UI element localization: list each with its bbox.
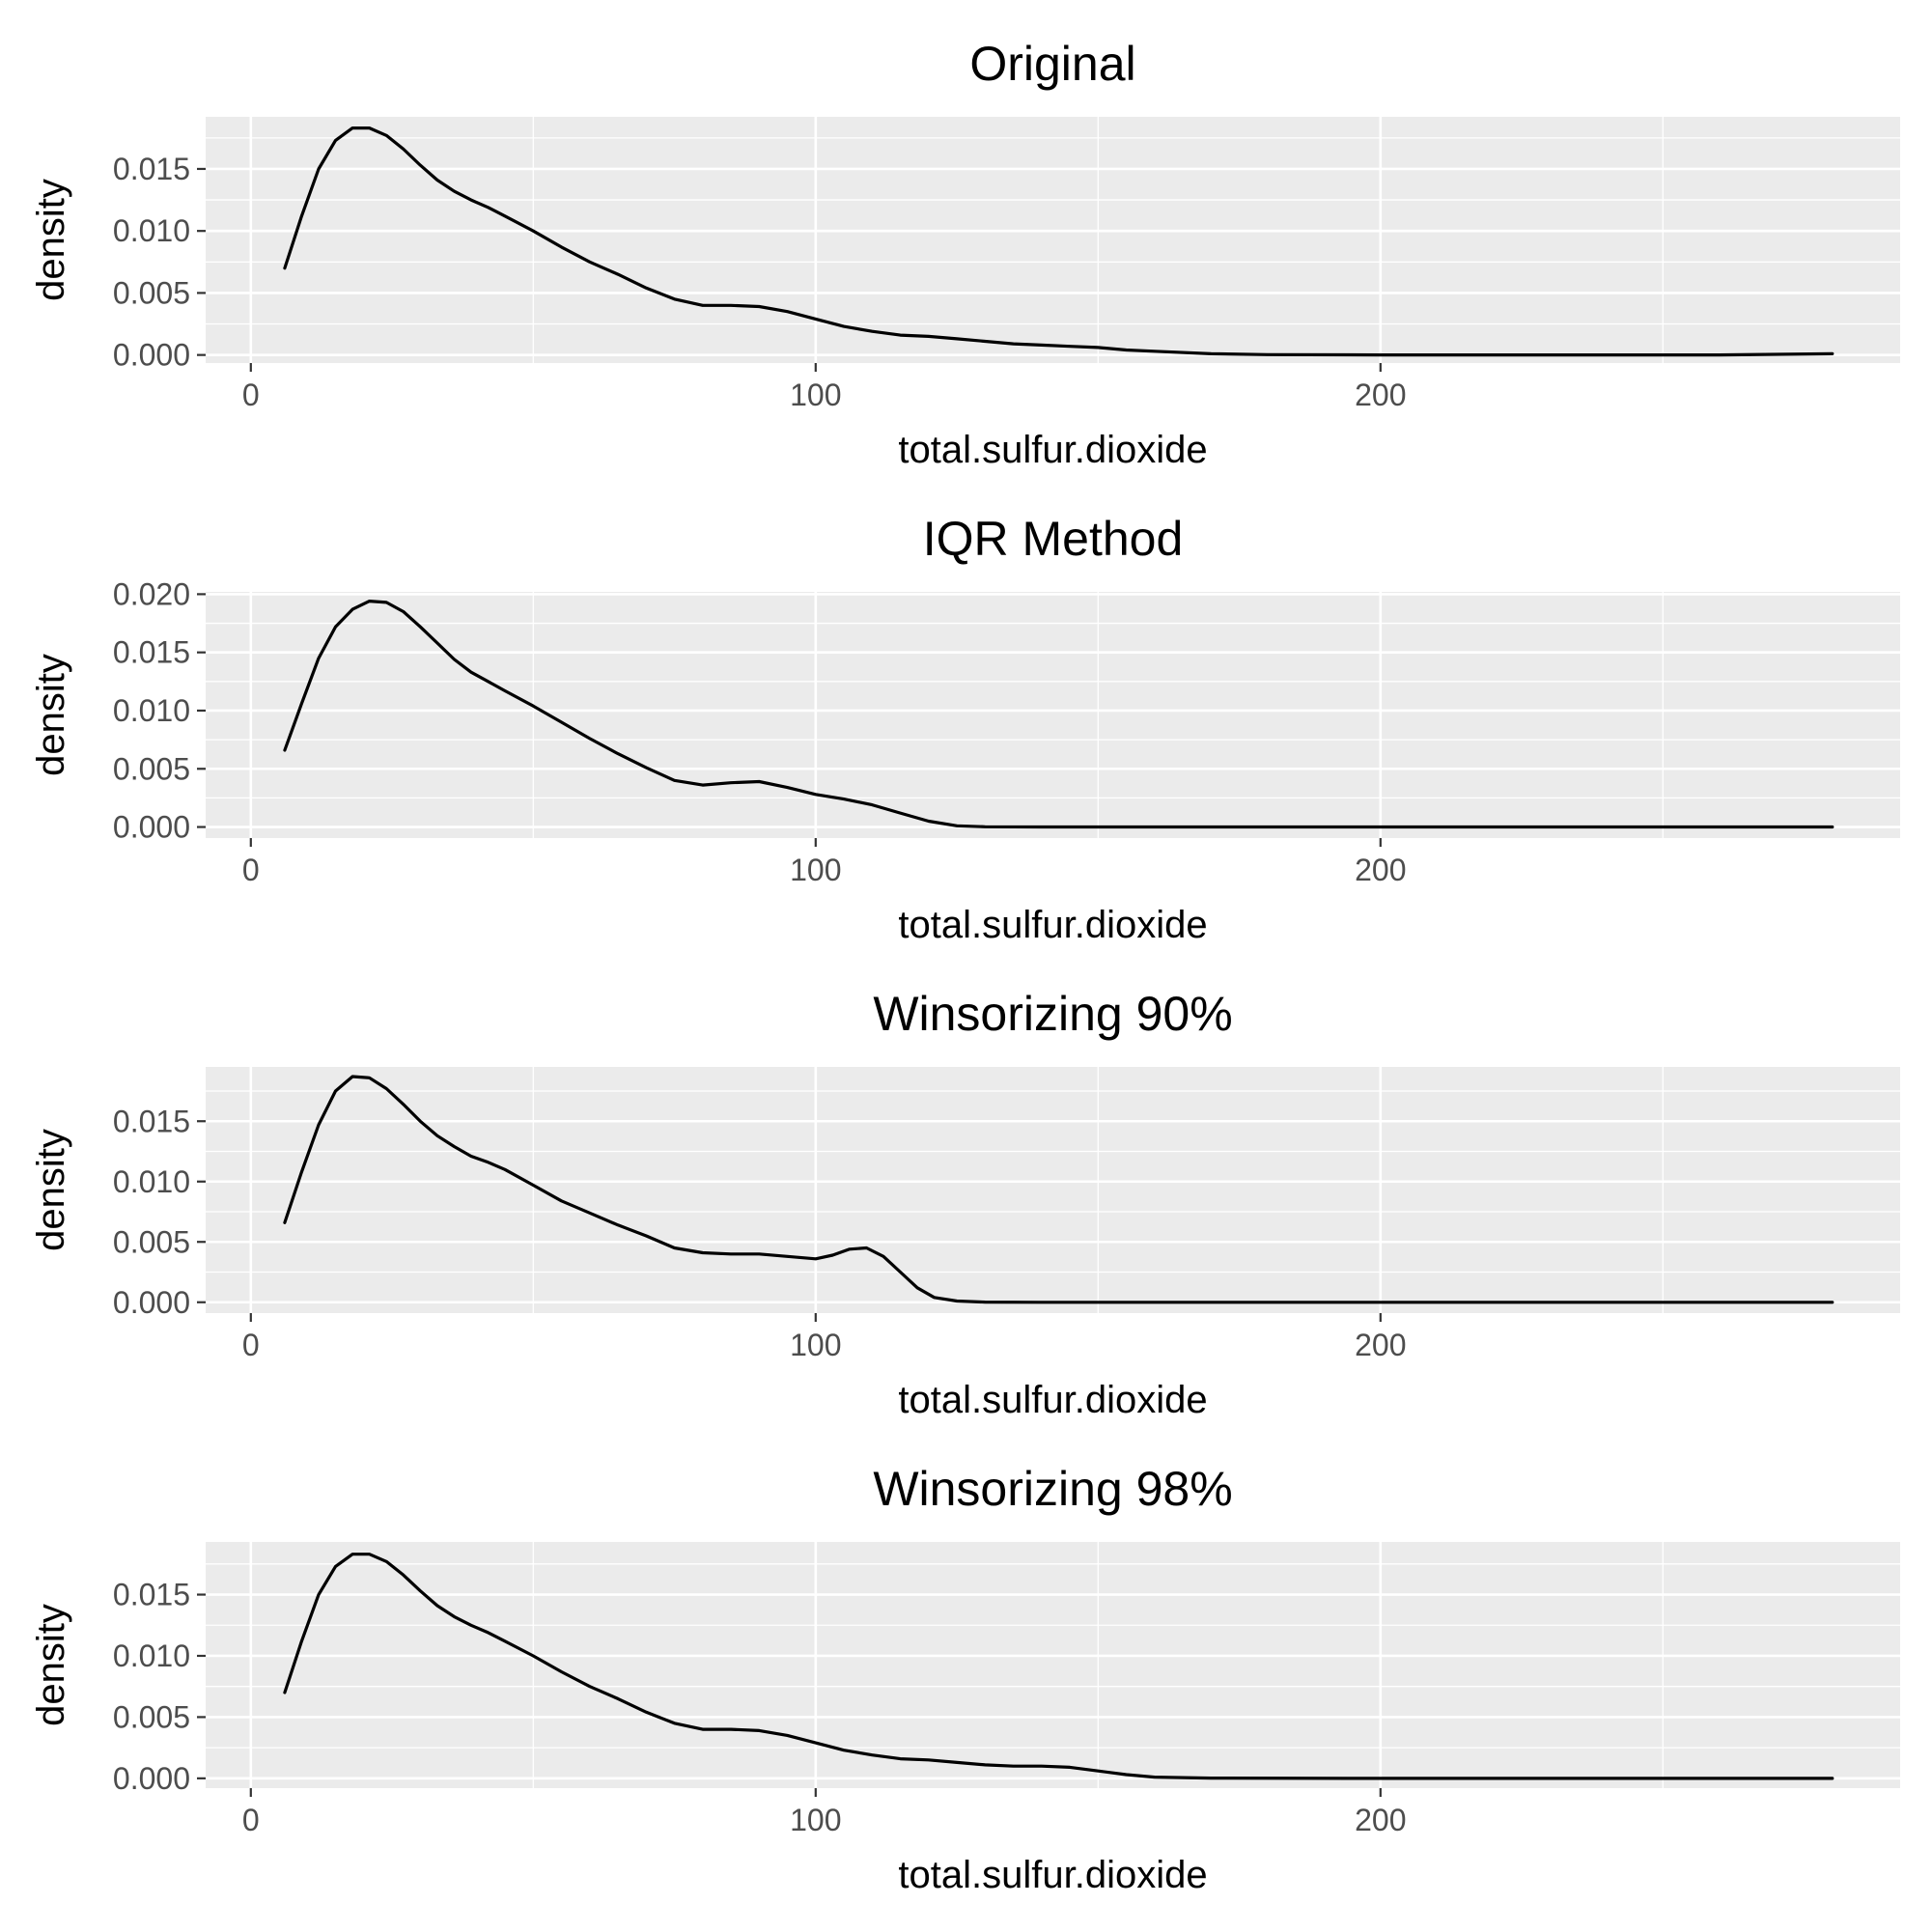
x-tick-label: 200 xyxy=(1355,1803,1406,1837)
chart-title: Original xyxy=(969,37,1135,91)
density-line xyxy=(283,1553,1834,1780)
y-axis-label: density xyxy=(30,1604,72,1726)
x-tick-label: 200 xyxy=(1355,378,1406,412)
y-tick-label: 0.015 xyxy=(113,1104,190,1138)
y-tick-label: 0.005 xyxy=(113,1699,190,1734)
x-tick-label: 100 xyxy=(790,1328,841,1362)
chart-panel-2: 0 100 200 0.000 0.005 0.010 0.015 0.020 IQR Meth… xyxy=(30,512,1900,946)
chart-title: Winsorizing 90% xyxy=(873,987,1232,1041)
density-line xyxy=(283,1075,1834,1304)
y-axis-label: density xyxy=(30,179,72,301)
chart-panel-3: 0 100 200 0.000 0.005 0.010 0.015 Winsorizing 9… xyxy=(30,987,1900,1421)
x-tick-label: 100 xyxy=(790,1803,841,1837)
y-tick-label: 0.005 xyxy=(113,1224,190,1259)
chart-title: IQR Method xyxy=(923,512,1184,566)
y-tick-label: 0.005 xyxy=(113,275,190,310)
chart-panel-1: 0 100 200 0.000 0.005 0.010 0.015 Original total… xyxy=(30,37,1900,471)
chart-panel-4: 0 100 200 0.000 0.005 0.010 0.015 Winsorizing 9… xyxy=(30,1462,1900,1896)
y-tick-label: 0.020 xyxy=(113,576,190,611)
x-tick-label: 0 xyxy=(242,1803,260,1837)
x-tick-label: 0 xyxy=(242,378,260,412)
plot-background xyxy=(206,592,1900,838)
y-tick-label: 0.010 xyxy=(113,213,190,248)
density-line xyxy=(283,599,1834,829)
y-tick-label: 0.015 xyxy=(113,1578,190,1612)
chart-title: Winsorizing 98% xyxy=(873,1462,1232,1516)
y-tick-label: 0.010 xyxy=(113,1638,190,1673)
y-axis-label: density xyxy=(30,1129,72,1251)
x-axis-label: total.sulfur.dioxide xyxy=(898,429,1207,471)
y-tick-label: 0.015 xyxy=(113,152,190,186)
x-tick-label: 100 xyxy=(790,853,841,887)
y-tick-label: 0.015 xyxy=(113,635,190,670)
x-axis-label: total.sulfur.dioxide xyxy=(898,1854,1207,1896)
y-tick-label: 0.000 xyxy=(113,338,190,373)
y-tick-label: 0.000 xyxy=(113,1761,190,1796)
x-tick-label: 100 xyxy=(790,378,841,412)
y-tick-label: 0.010 xyxy=(113,1164,190,1199)
y-tick-label: 0.000 xyxy=(113,810,190,845)
y-tick-label: 0.005 xyxy=(113,751,190,786)
plot-background xyxy=(206,117,1900,363)
plot-background xyxy=(206,1067,1900,1313)
y-tick-label: 0.000 xyxy=(113,1285,190,1320)
x-axis-label: total.sulfur.dioxide xyxy=(898,1379,1207,1421)
x-tick-label: 0 xyxy=(242,853,260,887)
x-axis-label: total.sulfur.dioxide xyxy=(898,904,1207,946)
x-tick-label: 0 xyxy=(242,1328,260,1362)
x-tick-label: 200 xyxy=(1355,1328,1406,1362)
density-line xyxy=(283,126,1834,357)
x-tick-label: 200 xyxy=(1355,853,1406,887)
y-tick-label: 0.010 xyxy=(113,693,190,728)
plot-background xyxy=(206,1542,1900,1788)
y-axis-label: density xyxy=(30,654,72,776)
